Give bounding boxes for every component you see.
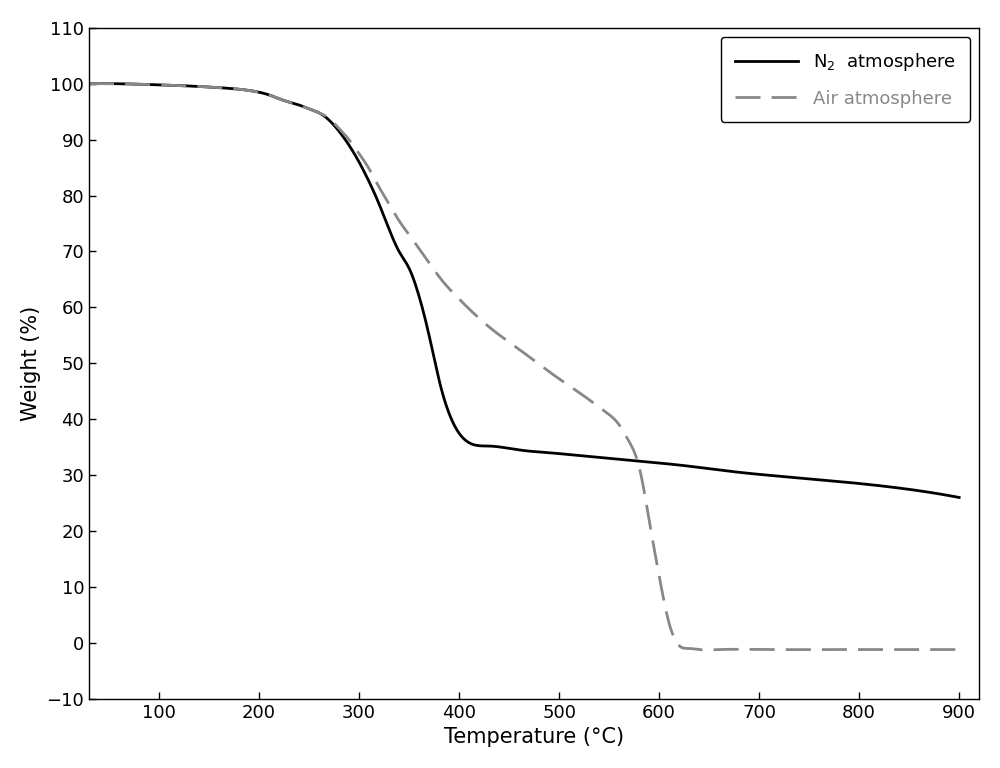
Air atmosphere bbox=[97, 79, 109, 88]
N$_2$  atmosphere bbox=[934, 489, 946, 498]
N$_2$  atmosphere bbox=[498, 443, 510, 452]
Line: N$_2$  atmosphere: N$_2$ atmosphere bbox=[89, 84, 959, 498]
N$_2$  atmosphere bbox=[953, 493, 965, 502]
N$_2$  atmosphere bbox=[556, 449, 568, 458]
Air atmosphere bbox=[953, 645, 965, 654]
N$_2$  atmosphere bbox=[503, 444, 515, 453]
Air atmosphere bbox=[83, 79, 95, 88]
N$_2$  atmosphere bbox=[83, 79, 95, 88]
Air atmosphere bbox=[498, 334, 510, 343]
N$_2$  atmosphere bbox=[798, 474, 810, 483]
Legend: N$_2$  atmosphere, Air atmosphere: N$_2$ atmosphere, Air atmosphere bbox=[721, 37, 970, 122]
Y-axis label: Weight (%): Weight (%) bbox=[21, 306, 41, 421]
Air atmosphere bbox=[603, 409, 615, 419]
X-axis label: Temperature (°C): Temperature (°C) bbox=[444, 727, 624, 747]
Air atmosphere bbox=[503, 338, 515, 347]
N$_2$  atmosphere bbox=[603, 454, 615, 463]
Line: Air atmosphere: Air atmosphere bbox=[89, 84, 959, 650]
N$_2$  atmosphere bbox=[97, 79, 109, 88]
Air atmosphere bbox=[936, 645, 948, 654]
Air atmosphere bbox=[700, 645, 712, 654]
Air atmosphere bbox=[800, 645, 812, 654]
Air atmosphere bbox=[556, 376, 568, 385]
